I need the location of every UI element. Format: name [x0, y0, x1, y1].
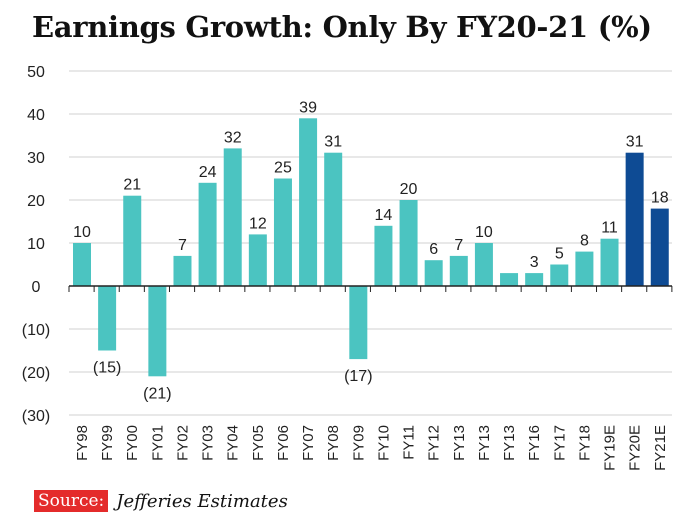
bar [625, 152, 644, 286]
x-tick-label: FY00 [124, 425, 141, 461]
data-label: 14 [375, 207, 393, 224]
bar [73, 243, 91, 286]
data-label: (15) [93, 360, 121, 377]
x-tick-label: FY20E [627, 425, 644, 471]
x-tick-label: FY17 [551, 425, 568, 461]
data-label: 10 [73, 224, 91, 241]
x-tick-label: FY06 [275, 425, 292, 461]
bar [148, 286, 167, 377]
bar [374, 225, 393, 286]
y-tick-label: 30 [27, 150, 45, 167]
x-tick-label: FY21E [652, 425, 669, 471]
chart-title: Earnings Growth: Only By FY20-21 (%) [32, 10, 652, 44]
data-label: 3 [530, 254, 539, 271]
bar [474, 243, 493, 286]
bar-chart: 50 40 30 20 10 0 (10) (20) (30) 10 FY98 (15) FY99 21 F… [22, 64, 673, 471]
data-label: 7 [454, 237, 463, 254]
y-tick-label: (30) [22, 408, 50, 425]
data-label: (21) [143, 385, 171, 402]
x-tick-label: FY09 [350, 425, 367, 461]
x-tick-label: FY01 [149, 425, 166, 461]
data-label: 10 [475, 224, 493, 241]
x-tick-label: FY18 [576, 425, 593, 461]
bar [600, 238, 619, 286]
data-label: 21 [123, 177, 141, 194]
x-tick-label: FY05 [250, 425, 267, 461]
x-tick-label: FY13 [476, 425, 493, 461]
y-tick-label: 50 [27, 64, 45, 81]
source: Source: Jefferies Estimates [34, 490, 288, 512]
x-tick-label: FY13 [501, 425, 518, 461]
data-label: 11 [601, 220, 618, 237]
x-tick-label: FY11 [401, 425, 418, 460]
bar [550, 264, 569, 286]
data-label: 25 [274, 160, 292, 177]
x-tick-label: FY16 [526, 425, 543, 461]
bar [273, 178, 292, 286]
x-tick-label: FY13 [451, 425, 468, 461]
bar [173, 255, 192, 286]
x-tick-label: FY10 [375, 425, 392, 461]
bar [525, 273, 544, 286]
x-tick-label: FY99 [99, 425, 116, 461]
data-label: 6 [429, 241, 438, 258]
bar [575, 251, 594, 286]
y-tick-label: 20 [27, 193, 45, 210]
y-tick-label: 40 [27, 107, 45, 124]
data-label: 20 [400, 181, 418, 198]
x-tick-label: FY07 [300, 425, 317, 461]
data-label: 8 [580, 233, 589, 250]
bar [650, 208, 669, 286]
x-tick-label: FY98 [74, 425, 91, 461]
data-label: 24 [199, 164, 217, 181]
x-tick-label: FY02 [174, 425, 191, 461]
data-label: 5 [555, 246, 564, 263]
x-tick-label: FY19E [602, 425, 619, 471]
source-text: Jefferies Estimates [116, 490, 288, 512]
data-label: 31 [626, 134, 644, 151]
data-label: 12 [249, 215, 267, 232]
bar [424, 260, 443, 286]
x-tick-label: FY08 [325, 425, 342, 461]
x-tick-label: FY12 [426, 425, 443, 461]
bar [223, 148, 242, 286]
y-tick-label: (10) [22, 322, 50, 339]
bar [500, 273, 519, 286]
bar [299, 118, 318, 286]
data-label: 7 [178, 237, 187, 254]
data-label: 31 [324, 134, 342, 151]
data-label: 32 [224, 129, 242, 146]
y-tick-label: 10 [27, 236, 45, 253]
bar [98, 286, 117, 351]
source-label: Source: [34, 490, 109, 512]
y-tick-label: 0 [32, 279, 41, 296]
y-tick-label: (20) [22, 365, 50, 382]
bar [198, 182, 217, 286]
data-label: 18 [651, 190, 669, 207]
data-label: (17) [344, 368, 372, 385]
data-label: 39 [299, 99, 317, 116]
bar [349, 286, 368, 360]
bar [449, 255, 468, 286]
bar [123, 195, 142, 286]
bar [399, 200, 418, 286]
x-tick-label: FY04 [225, 425, 242, 461]
x-tick-label: FY03 [200, 425, 217, 461]
bar [248, 234, 267, 286]
bar [324, 152, 343, 286]
